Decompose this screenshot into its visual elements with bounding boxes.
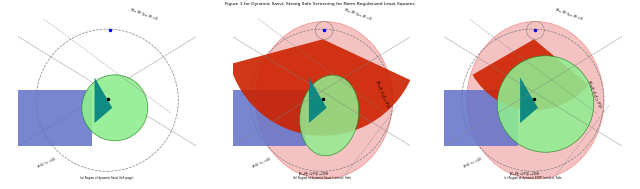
Text: (b) Region of dynamic Sasvi (center). Safe: (b) Region of dynamic Sasvi (center). Sa… (292, 176, 351, 180)
Wedge shape (472, 39, 589, 110)
Circle shape (497, 56, 594, 152)
Text: $\theta^T\hat{\lambda}(\cdot)=c(\hat{\lambda})$: $\theta^T\hat{\lambda}(\cdot)=c(\hat{\la… (461, 155, 484, 171)
Text: Figure 1 for Dynamic Sasvi: Strong Safe Screening for Norm-Regularized Least Squ: Figure 1 for Dynamic Sasvi: Strong Safe … (225, 2, 415, 6)
Text: $(\theta-\hat{\theta})^T(y-\theta)=0$: $(\theta-\hat{\theta})^T(y-\theta)=0$ (342, 6, 374, 25)
Circle shape (82, 75, 148, 141)
Ellipse shape (467, 22, 604, 179)
Text: $\theta^T\hat{\lambda}(\cdot)=c(\hat{\lambda})$: $\theta^T\hat{\lambda}(\cdot)=c(\hat{\la… (250, 155, 273, 171)
FancyBboxPatch shape (444, 90, 518, 146)
Text: $\|\theta-y\|_2^2=\|y_0\|_2^2-2P(\hat{\beta})$: $\|\theta-y\|_2^2=\|y_0\|_2^2-2P(\hat{\b… (372, 79, 392, 111)
Text: $\|\theta-y\|_2^2=\|y_0\|_2^2-2P(\hat{\beta})$: $\|\theta-y\|_2^2=\|y_0\|_2^2-2P(\hat{\b… (584, 79, 604, 111)
Ellipse shape (300, 75, 359, 156)
FancyBboxPatch shape (19, 90, 92, 146)
Text: $\|\theta-\hat{\theta}\|_2^2=2P(\hat{\beta})-2D(\hat{\theta})$: $\|\theta-\hat{\theta}\|_2^2=2P(\hat{\be… (509, 170, 541, 179)
Text: $\theta^T\hat{\lambda}(\cdot)=c(\hat{\lambda})$: $\theta^T\hat{\lambda}(\cdot)=c(\hat{\la… (36, 155, 59, 171)
FancyBboxPatch shape (233, 90, 307, 146)
Ellipse shape (255, 22, 393, 179)
Polygon shape (520, 77, 538, 123)
Polygon shape (95, 77, 112, 123)
Text: $(\theta-\hat{\theta})^T(y-\theta)=0$: $(\theta-\hat{\theta})^T(y-\theta)=0$ (553, 6, 585, 25)
Text: $\|\theta-\hat{\theta}\|_2^2=2P(\hat{\beta})-2D(\hat{\theta})$: $\|\theta-\hat{\theta}\|_2^2=2P(\hat{\be… (298, 170, 330, 179)
Text: (a) Region of dynamic Sasvi (left page): (a) Region of dynamic Sasvi (left page) (81, 176, 134, 180)
Wedge shape (230, 39, 410, 136)
Text: $(\theta-\hat{\theta})^T(y-\theta)=0$: $(\theta-\hat{\theta})^T(y-\theta)=0$ (127, 6, 159, 25)
Polygon shape (309, 77, 326, 123)
Text: (c) Region of dynamic EDPP (center). Safe: (c) Region of dynamic EDPP (center). Saf… (504, 176, 562, 180)
